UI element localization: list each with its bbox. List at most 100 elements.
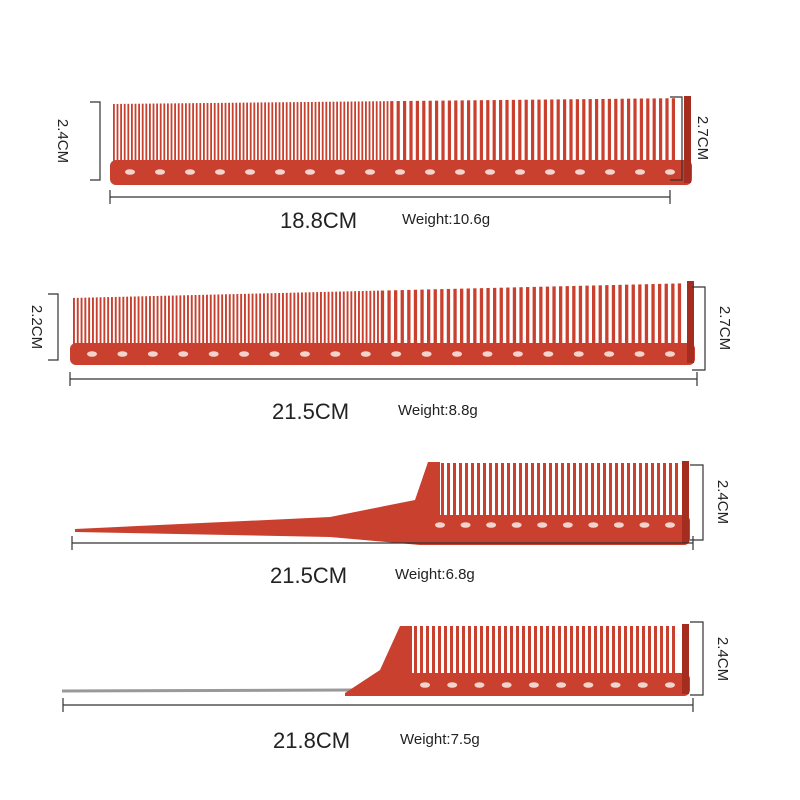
comb-pin <box>61 688 353 693</box>
comb-tooth <box>253 102 256 162</box>
comb-tooth <box>507 463 510 517</box>
comb-tooth <box>579 463 582 517</box>
comb-tooth <box>400 290 404 345</box>
comb-tooth <box>471 463 474 517</box>
length-label: 21.5CM <box>270 563 347 588</box>
comb-tooth <box>332 101 335 162</box>
comb-tooth <box>671 98 675 162</box>
comb-hole <box>610 682 621 688</box>
comb-hole <box>365 169 375 175</box>
comb-tooth <box>235 102 238 162</box>
comb-tooth <box>278 102 281 162</box>
comb-tooth <box>648 626 651 675</box>
comb-tooth <box>414 626 417 675</box>
comb-tooth <box>225 294 227 345</box>
comb-tooth <box>454 100 458 162</box>
comb-tooth <box>489 463 492 517</box>
comb-tooth <box>301 292 303 345</box>
comb-tooth <box>318 101 320 162</box>
comb-tooth <box>296 102 299 162</box>
comb-tooth <box>539 286 543 345</box>
comb-tooth <box>607 98 611 162</box>
dimension-lines <box>62 621 704 712</box>
comb-tooth <box>519 463 522 517</box>
comb-tooth <box>130 296 132 345</box>
comb-tooth <box>462 626 465 675</box>
comb-tooth <box>453 288 457 345</box>
comb-tooth <box>492 626 495 675</box>
weight-label: Weight:6.8g <box>395 566 475 583</box>
comb-tooth <box>368 101 371 162</box>
comb-hole <box>299 351 310 357</box>
comb-tooth <box>600 626 603 675</box>
comb-tooth <box>438 626 441 675</box>
comb-tooth <box>540 626 543 675</box>
comb-tooth <box>213 102 216 162</box>
comb-tooth <box>511 99 515 162</box>
height-label: 2.4CM <box>714 637 731 681</box>
comb-tooth <box>118 296 121 345</box>
comb-tooth <box>138 103 140 162</box>
comb-hole <box>665 682 675 688</box>
comb-tooth <box>657 463 660 517</box>
comb-tooth <box>244 293 246 345</box>
comb-tooth <box>510 626 513 675</box>
comb-tooth <box>450 626 453 675</box>
comb-tooth <box>259 293 262 345</box>
comb-tooth <box>573 463 576 517</box>
comb-tooth <box>145 296 148 345</box>
comb-tooth <box>645 463 648 517</box>
comb-tooth <box>618 626 621 675</box>
comb-tooth <box>519 287 523 345</box>
weight-label: Weight:8.8g <box>398 402 478 419</box>
comb-hole <box>395 169 405 175</box>
comb-hole <box>562 522 573 528</box>
dimension-lines <box>71 464 704 550</box>
comb-tooth <box>677 283 682 345</box>
comb-hole <box>635 169 645 175</box>
comb-tooth <box>331 291 334 345</box>
comb-tooth <box>84 297 87 345</box>
comb-tooth <box>195 103 198 162</box>
comb-tooth <box>612 626 615 675</box>
length-label: 21.8CM <box>273 728 350 753</box>
comb-tooth <box>127 103 130 162</box>
comb-hole <box>512 351 523 357</box>
comb-tooth <box>311 101 313 162</box>
comb-tooth <box>365 290 368 345</box>
comb-tooth <box>307 101 310 162</box>
comb-tooth <box>242 102 245 162</box>
comb-tooth <box>639 98 643 162</box>
comb-tooth <box>380 290 385 345</box>
comb-tooth <box>224 102 227 162</box>
comb-tooth <box>181 103 184 162</box>
comb-tooth <box>618 284 622 345</box>
weight-label: Weight:7.5g <box>400 731 480 748</box>
comb-tooth <box>386 101 389 162</box>
comb-tooth <box>639 463 642 517</box>
comb-tooth <box>372 101 374 162</box>
comb-tooth <box>467 100 471 162</box>
comb-tooth <box>203 103 205 162</box>
comb-tooth <box>432 626 435 675</box>
comb-tooth <box>350 291 353 345</box>
comb-hole <box>556 682 567 688</box>
comb-tooth <box>183 295 186 345</box>
comb-tooth <box>152 296 155 345</box>
comb-tooth <box>177 103 180 162</box>
comb-tooth <box>403 100 407 162</box>
comb-tooth <box>232 294 235 345</box>
comb-tooth <box>440 289 444 345</box>
comb-tooth <box>198 294 201 345</box>
comb-tooth <box>141 103 144 162</box>
comb-tooth <box>217 102 220 162</box>
comb-hole <box>178 351 189 357</box>
comb-tooth <box>473 100 477 162</box>
comb-tooth <box>329 101 331 162</box>
comb-tooth <box>92 297 94 345</box>
comb-tooth <box>606 626 609 675</box>
comb-hole <box>269 351 280 357</box>
comb-tooth <box>594 626 597 675</box>
comb-tooth <box>167 103 169 162</box>
comb-tooth <box>217 294 220 345</box>
